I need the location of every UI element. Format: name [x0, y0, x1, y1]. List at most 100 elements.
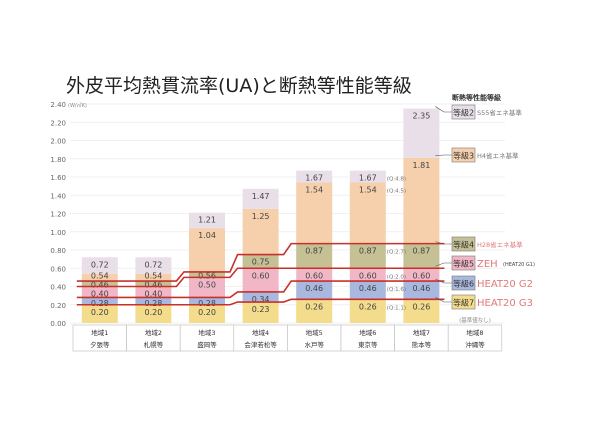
data-label: 0.46	[305, 284, 323, 293]
data-label: 0.40	[144, 290, 162, 299]
data-label: 0.28	[144, 299, 162, 308]
bar-segment	[403, 108, 440, 158]
data-label: 0.87	[305, 247, 323, 256]
x-tick-label: 地域1	[91, 328, 108, 337]
no-standard-note: (基準値なし)	[459, 316, 491, 324]
q-annotation: (Q:4.8)	[387, 177, 406, 183]
legend-swatch	[451, 236, 476, 252]
x-tick-label: 地域7	[413, 328, 430, 337]
x-tick-label: 盛岡等	[197, 340, 217, 349]
data-label: 0.60	[412, 271, 430, 280]
data-label: 1.47	[252, 192, 270, 201]
data-label: 0.87	[412, 247, 430, 256]
legend-leader-line	[435, 106, 452, 113]
data-label: 0.50	[198, 280, 216, 289]
data-label: 1.67	[359, 174, 377, 183]
x-tick-label: 東京等	[358, 340, 378, 349]
data-label: 0.75	[252, 258, 270, 267]
bar-segment	[135, 304, 172, 323]
data-label: 0.72	[144, 260, 162, 269]
bar-segment	[189, 212, 225, 229]
data-label: 0.72	[91, 260, 109, 269]
q-annotation: (Q:4.5)	[387, 188, 406, 194]
data-label: 0.20	[198, 308, 216, 317]
bar-segment	[242, 188, 279, 209]
data-label: 0.54	[91, 272, 109, 281]
legend-swatch	[451, 275, 476, 291]
data-label: 1.25	[252, 212, 270, 221]
bar-segment	[242, 291, 279, 303]
threshold-line	[76, 267, 445, 288]
data-label: 0.20	[144, 308, 162, 317]
data-label: 0.46	[359, 284, 377, 293]
x-tick-label: 水戸等	[304, 340, 324, 349]
data-label: 2.35	[412, 112, 430, 121]
data-label: 1.54	[305, 185, 323, 194]
y-tick-label: 0.80	[50, 247, 66, 255]
bar-segment	[349, 281, 386, 300]
y-tick-label: 0.60	[50, 265, 66, 273]
x-tick-label: 会津若松等	[244, 340, 277, 349]
bar-segment	[403, 281, 440, 300]
data-label: 0.23	[252, 305, 270, 314]
bar-segment	[135, 297, 172, 305]
data-label: 0.34	[252, 295, 270, 304]
q-annotation: (Q:2.0)	[387, 274, 406, 280]
legend-swatch	[451, 294, 476, 310]
bar-segment	[296, 268, 333, 282]
y-tick-label: 1.20	[50, 211, 66, 219]
data-label: 1.54	[359, 185, 377, 194]
bar-segment	[189, 297, 225, 305]
bar-segment	[81, 286, 118, 298]
data-label: 0.56	[198, 271, 216, 280]
y-tick-label: 1.00	[50, 229, 66, 237]
bar-segment	[296, 281, 333, 300]
category-cell	[447, 324, 503, 352]
legend-grade: 等級5	[453, 259, 474, 269]
legend-grade: 等級2	[453, 108, 474, 118]
x-tick-label: 地域8	[466, 328, 483, 337]
bar-segment	[81, 273, 118, 282]
data-label: 0.60	[359, 271, 377, 280]
threshold-line	[76, 242, 445, 282]
q-annotation: (Q:1.1)	[387, 305, 406, 311]
bar-segment	[135, 273, 172, 282]
bar-segment	[403, 157, 440, 244]
category-cell	[287, 324, 342, 352]
y-tick-label: 1.60	[50, 174, 66, 182]
data-label: 0.40	[91, 290, 109, 299]
data-label: 0.26	[359, 302, 377, 311]
legend-grade: 等級3	[453, 151, 474, 161]
data-label: 1.67	[305, 174, 323, 183]
legend-description: ZEH	[477, 259, 498, 270]
bar-segment	[296, 170, 333, 183]
y-tick-label: 1.80	[50, 156, 66, 164]
bar-segment	[403, 268, 440, 282]
data-label: 0.46	[144, 281, 162, 290]
bar-segment	[242, 268, 279, 292]
y-tick-label: 2.00	[50, 138, 66, 146]
x-tick-label: 地域3	[198, 328, 215, 337]
data-label: 1.21	[198, 216, 216, 225]
data-label: 0.28	[91, 299, 109, 308]
legend-description: H28省エネ基準	[477, 240, 523, 249]
q-annotation: (Q:1.6)	[387, 287, 406, 293]
x-tick-label: 熊本等	[412, 340, 432, 349]
legend-description: H4省エネ基準	[477, 151, 519, 160]
legend-leader-line	[435, 154, 452, 157]
bar-segment	[189, 304, 225, 323]
y-tick-label: 2.40	[50, 101, 66, 109]
bar-segment	[135, 257, 172, 274]
data-label: 0.87	[359, 247, 377, 256]
bar-segment	[81, 297, 118, 305]
data-label: 0.28	[198, 299, 216, 308]
chart-title: 外皮平均熱貫流率(UA)と断熱等性能等級	[66, 75, 412, 97]
category-cell	[340, 324, 395, 352]
data-label: 0.54	[144, 272, 162, 281]
bar-segment	[349, 182, 386, 244]
x-tick-label: 地域2	[145, 328, 162, 337]
y-tick-label: 1.40	[50, 192, 66, 200]
threshold-line	[76, 298, 445, 306]
